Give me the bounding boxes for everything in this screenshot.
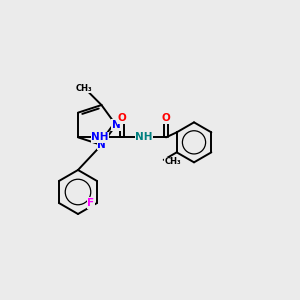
Text: CH₃: CH₃ — [165, 157, 181, 166]
Text: NH: NH — [91, 132, 109, 142]
Text: F: F — [88, 198, 94, 208]
Text: NH: NH — [135, 132, 153, 142]
Text: N: N — [112, 120, 120, 130]
Text: O: O — [162, 113, 170, 123]
Text: N: N — [97, 140, 106, 150]
Text: CH₃: CH₃ — [76, 84, 92, 93]
Text: O: O — [118, 113, 126, 123]
